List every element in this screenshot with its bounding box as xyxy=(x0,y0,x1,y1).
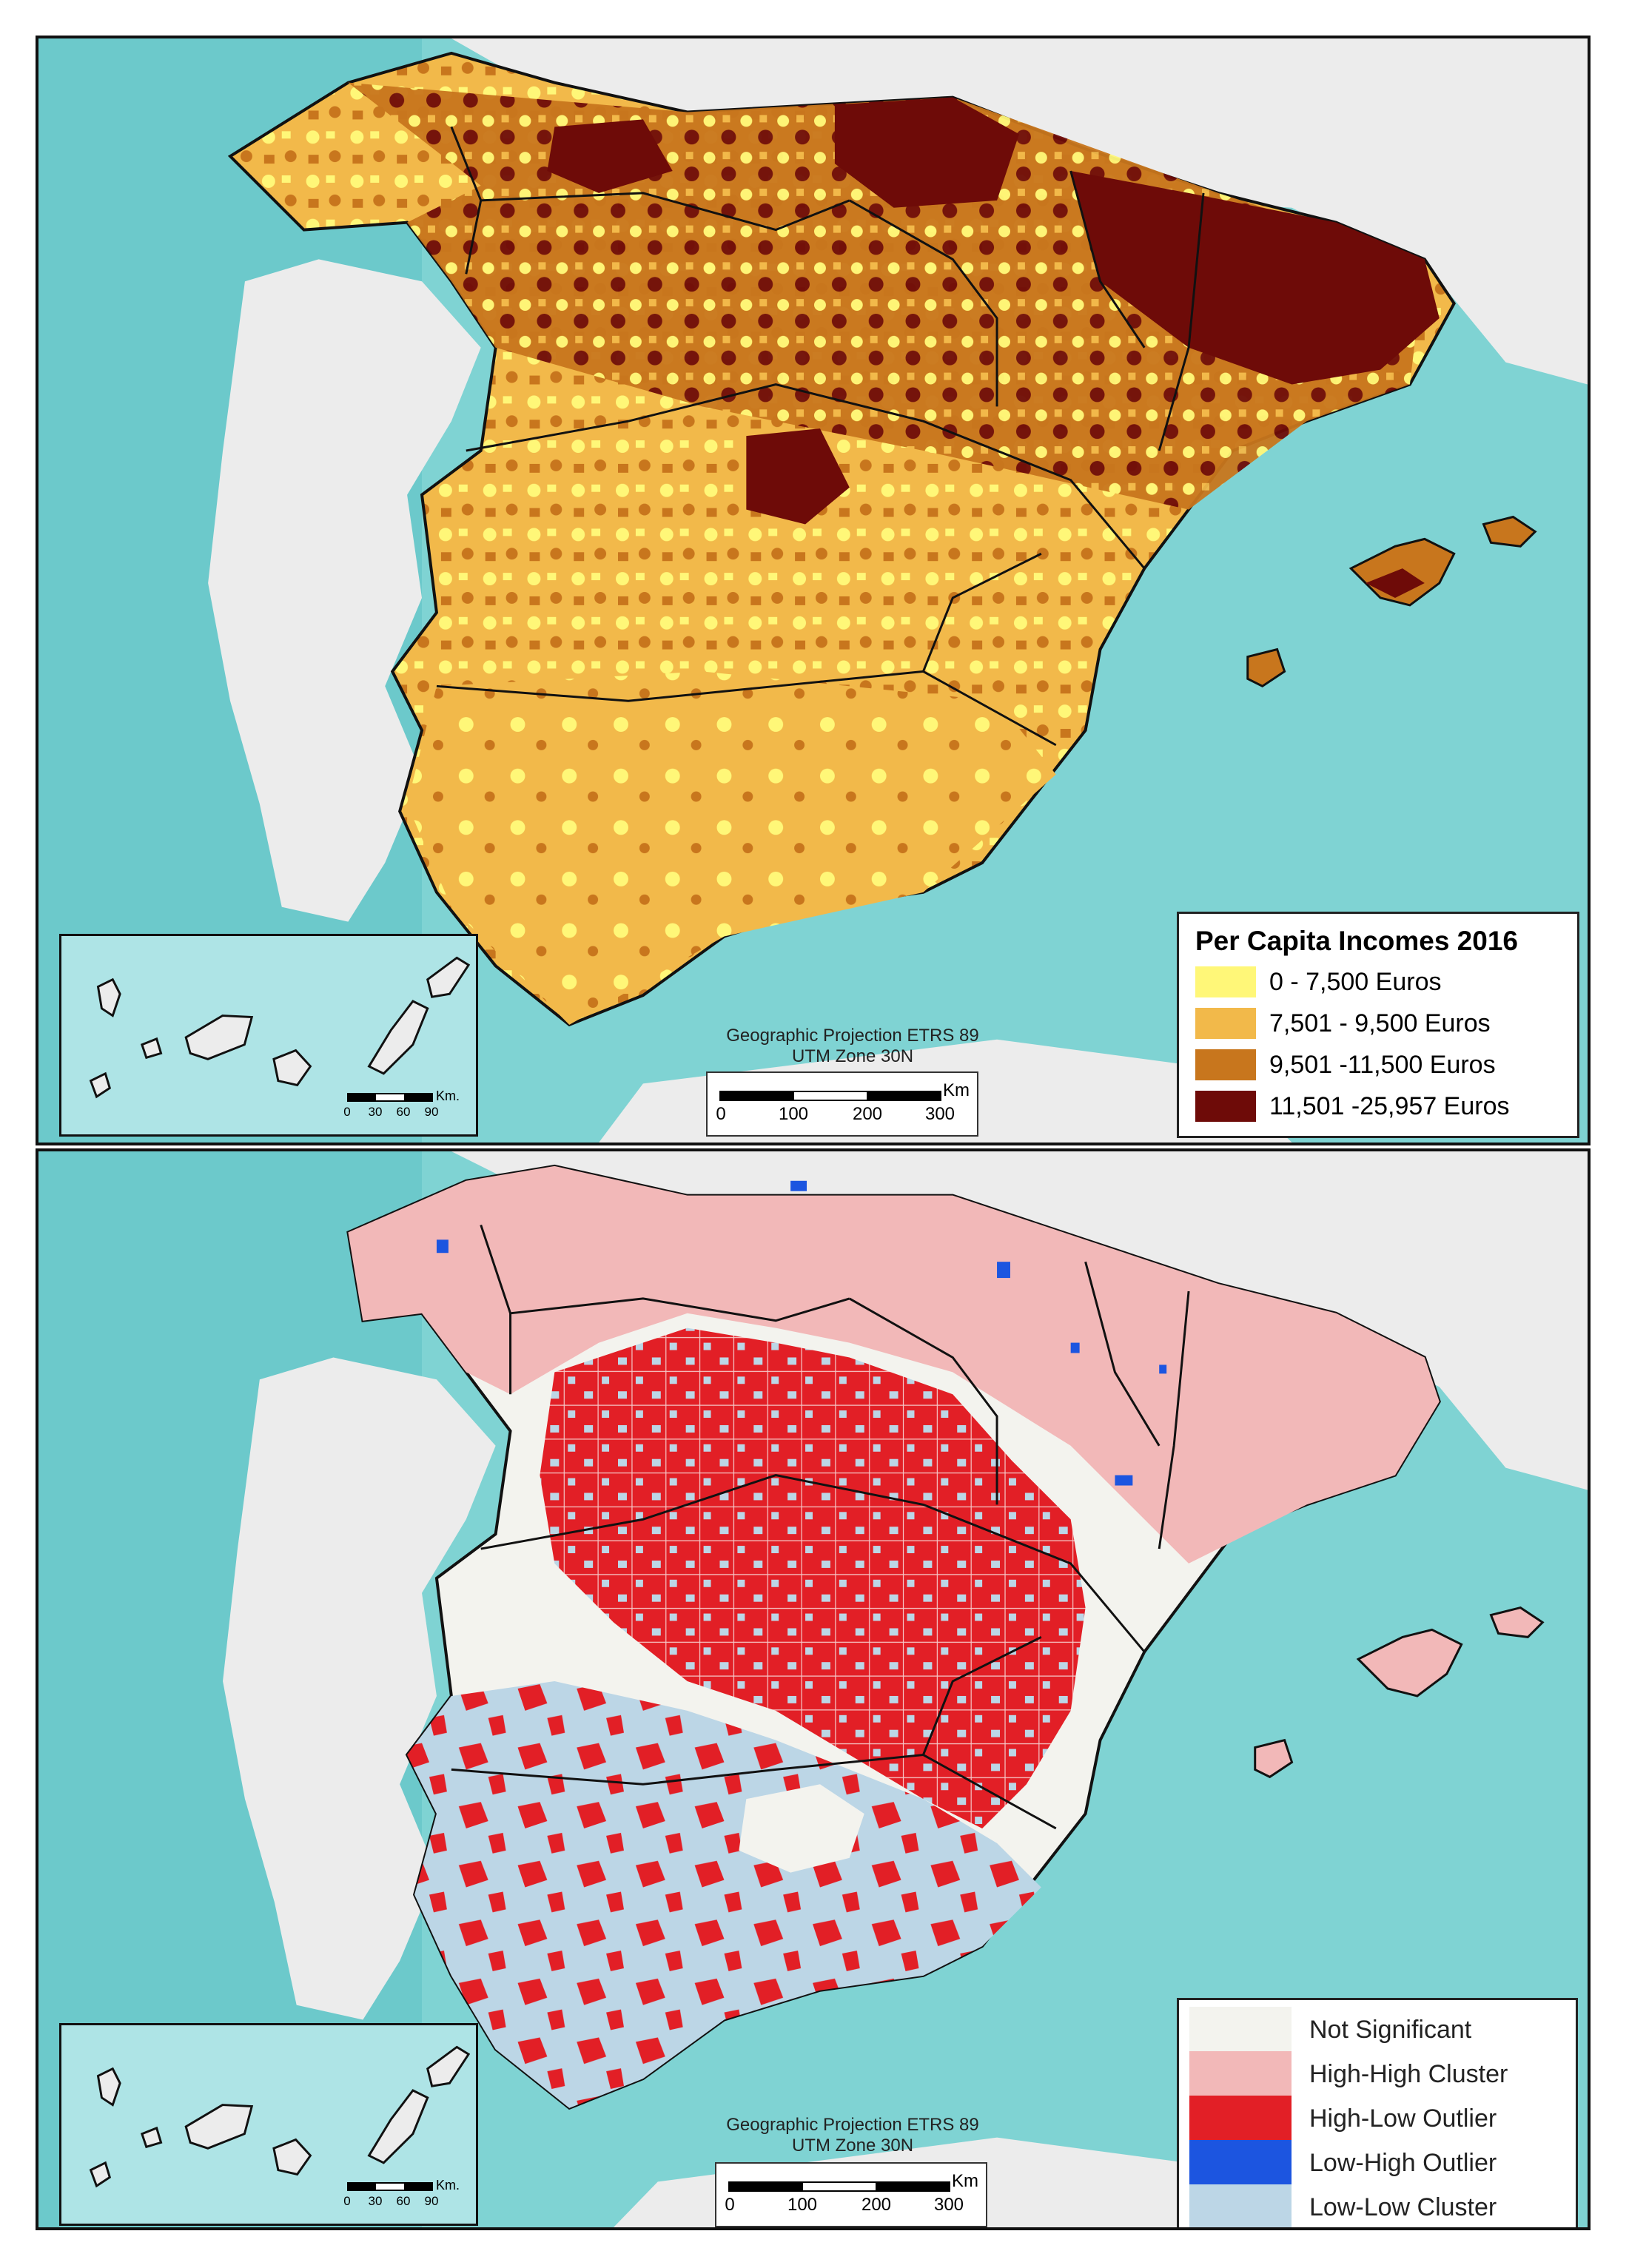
projection-line1: Geographic Projection ETRS 89 xyxy=(726,2115,979,2135)
scale-unit: Km xyxy=(952,2171,978,2191)
inset-scale-bar: Km. 0 30 60 90 xyxy=(343,2178,468,2221)
projection-line2: UTM Zone 30N xyxy=(791,2136,914,2156)
projection-line2: UTM Zone 30N xyxy=(791,1046,914,1066)
scale-tick: 100 xyxy=(787,2195,818,2215)
inset-scale-tick: 0 xyxy=(343,1105,351,1119)
income-legend: Per Capita Incomes 2016 0 - 7,500 Euros … xyxy=(1177,912,1579,1138)
legend-swatch xyxy=(1195,1091,1256,1122)
legend-label: Not Significant xyxy=(1309,2015,1472,2044)
scale-bar: Km 0 100 200 300 xyxy=(715,2162,987,2227)
scale-tick: 100 xyxy=(778,1104,809,1124)
legend-label: Low-Low Cluster xyxy=(1309,2193,1497,2221)
scale-tick: 200 xyxy=(852,1104,883,1124)
legend-item: 7,501 - 9,500 Euros xyxy=(1195,1006,1491,1041)
legend-label: 0 - 7,500 Euros xyxy=(1269,967,1442,996)
projection-note: Geographic Projection ETRS 89 UTM Zone 3… xyxy=(682,2115,1023,2156)
legend-swatch xyxy=(1195,1008,1256,1039)
inset-scale-tick: 30 xyxy=(368,1105,383,1119)
legend-swatch xyxy=(1189,2184,1292,2227)
legend-swatch xyxy=(1189,2140,1292,2186)
inset-scale-tick: 60 xyxy=(396,1105,411,1119)
legend-swatch xyxy=(1195,1049,1256,1080)
legend-label: 9,501 -11,500 Euros xyxy=(1269,1050,1496,1079)
inset-scale-tick: 30 xyxy=(368,2194,383,2208)
legend-item: Low-High Outlier xyxy=(1189,2139,1497,2187)
legend-label: 7,501 - 9,500 Euros xyxy=(1269,1009,1491,1037)
legend-label: 11,501 -25,957 Euros xyxy=(1269,1091,1510,1120)
scale-tick: 300 xyxy=(933,2195,964,2215)
legend-item: 0 - 7,500 Euros xyxy=(1195,964,1441,1000)
legend-item: 11,501 -25,957 Euros xyxy=(1195,1088,1510,1124)
projection-note: Geographic Projection ETRS 89 UTM Zone 3… xyxy=(682,1026,1023,1067)
scale-tick: 0 xyxy=(716,1104,726,1124)
canary-islands-map xyxy=(89,2045,471,2188)
legend-swatch xyxy=(1189,2051,1292,2097)
income-map-panel: Km. 0 30 60 90 Geographic Projection ETR… xyxy=(36,36,1591,1145)
inset-scale-unit: Km. xyxy=(436,1088,460,1103)
scale-tick: 200 xyxy=(861,2195,892,2215)
legend-item: 9,501 -11,500 Euros xyxy=(1195,1047,1496,1083)
inset-scale-unit: Km. xyxy=(436,2178,460,2193)
cluster-legend: Not Significant High-High Cluster High-L… xyxy=(1177,1998,1578,2227)
legend-label: High-Low Outlier xyxy=(1309,2104,1497,2133)
inset-scale-bar: Km. 0 30 60 90 xyxy=(343,1088,468,1131)
legend-label: Low-High Outlier xyxy=(1309,2148,1497,2177)
legend-item: Not Significant xyxy=(1189,2006,1471,2053)
legend-item: High-Low Outlier xyxy=(1189,2095,1497,2142)
scale-tick: 300 xyxy=(924,1104,955,1124)
income-map xyxy=(38,38,1588,1143)
inset-scale-tick: 60 xyxy=(396,2194,411,2208)
canary-islands-map xyxy=(89,956,471,1099)
lisa-cluster-map-panel: Km. 0 30 60 90 Geographic Projection ETR… xyxy=(36,1148,1591,2230)
legend-item: Low-Low Cluster xyxy=(1189,2184,1497,2227)
inset-scale-tick: 90 xyxy=(424,2194,439,2208)
scale-unit: Km xyxy=(943,1080,970,1100)
inset-scale-tick: 0 xyxy=(343,2194,351,2208)
canary-islands-inset: Km. 0 30 60 90 xyxy=(59,2023,478,2226)
legend-swatch xyxy=(1189,2096,1292,2141)
projection-line1: Geographic Projection ETRS 89 xyxy=(726,1026,979,1046)
inset-scale-tick: 90 xyxy=(424,1105,439,1119)
scale-bar: Km 0 100 200 300 xyxy=(706,1071,978,1137)
legend-item: High-High Cluster xyxy=(1189,2050,1508,2098)
legend-label: High-High Cluster xyxy=(1309,2059,1508,2088)
legend-swatch xyxy=(1189,2007,1292,2053)
canary-islands-inset: Km. 0 30 60 90 xyxy=(59,934,478,1137)
legend-title: Per Capita Incomes 2016 xyxy=(1195,926,1518,956)
legend-swatch xyxy=(1195,966,1256,997)
scale-tick: 0 xyxy=(725,2195,735,2215)
